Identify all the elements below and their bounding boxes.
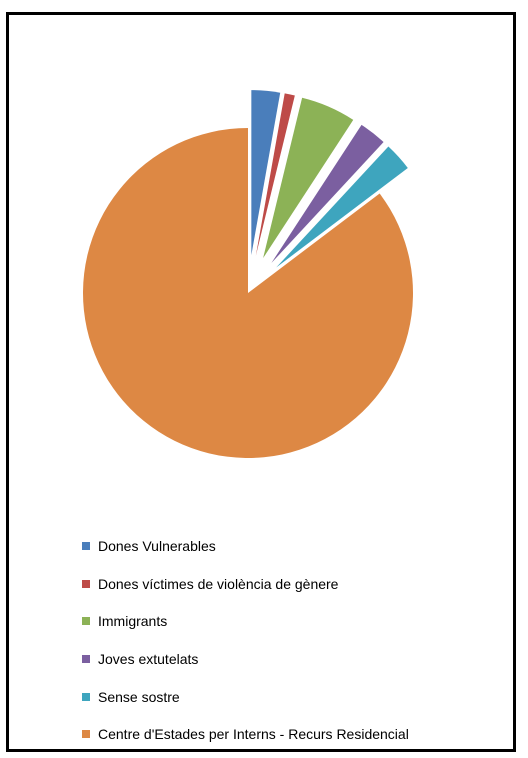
pie-slice bbox=[263, 97, 354, 259]
legend-swatch bbox=[82, 692, 90, 701]
legend-label: Dones Vulnerables bbox=[98, 537, 216, 554]
legend: Dones Vulnerables Dones víctimes de viol… bbox=[82, 527, 409, 753]
pie-slice bbox=[82, 128, 413, 458]
pie-slice bbox=[276, 146, 408, 268]
legend-label: Immigrants bbox=[98, 613, 168, 630]
legend-item: Joves extutelats bbox=[82, 640, 409, 678]
pie-slice bbox=[271, 124, 384, 264]
legend-swatch bbox=[82, 541, 90, 550]
legend-label: Sense sostre bbox=[98, 688, 180, 705]
legend-item: Immigrants bbox=[82, 602, 409, 640]
legend-swatch bbox=[82, 617, 90, 626]
legend-swatch bbox=[82, 730, 90, 739]
legend-label: Centre d'Estades per Interns - Recurs Re… bbox=[98, 726, 409, 743]
pie-slice bbox=[255, 93, 295, 256]
legend-swatch bbox=[82, 654, 90, 663]
legend-item: Sense sostre bbox=[82, 678, 409, 716]
legend-item: Dones Vulnerables bbox=[82, 527, 409, 565]
legend-item: Centre d'Estades per Interns - Recurs Re… bbox=[82, 715, 409, 753]
legend-swatch bbox=[82, 579, 90, 588]
legend-label: Joves extutelats bbox=[98, 650, 199, 667]
pie-slice bbox=[251, 90, 281, 256]
pie-slices bbox=[82, 90, 413, 458]
legend-label: Dones víctimes de violència de gènere bbox=[98, 575, 339, 592]
legend-item: Dones víctimes de violència de gènere bbox=[82, 565, 409, 603]
